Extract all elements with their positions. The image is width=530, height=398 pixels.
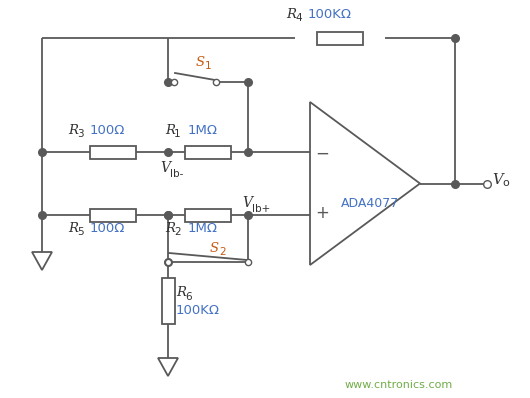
Text: R: R	[165, 123, 175, 137]
Text: V: V	[492, 172, 502, 187]
Text: +: +	[315, 204, 329, 222]
Bar	[162, 278, 174, 324]
Bar	[90, 209, 136, 222]
Text: 1: 1	[174, 129, 181, 139]
Text: 100Ω: 100Ω	[90, 123, 126, 137]
Text: Ib+: Ib+	[252, 204, 270, 214]
Text: R: R	[68, 123, 78, 137]
Text: 4: 4	[295, 13, 302, 23]
Text: 2: 2	[174, 227, 181, 237]
Bar	[317, 31, 363, 45]
Text: 6: 6	[185, 292, 192, 302]
Text: ADA4077: ADA4077	[341, 197, 399, 210]
Text: www.cntronics.com: www.cntronics.com	[345, 380, 453, 390]
Text: 3: 3	[77, 129, 84, 139]
Text: Ib-: Ib-	[170, 169, 183, 179]
Text: V: V	[242, 196, 252, 210]
Text: 2: 2	[219, 247, 226, 257]
Text: 5: 5	[77, 227, 84, 237]
Text: 100KΩ: 100KΩ	[176, 304, 220, 318]
Text: S: S	[196, 55, 205, 68]
Text: 100Ω: 100Ω	[90, 222, 126, 234]
Text: 1MΩ: 1MΩ	[188, 123, 218, 137]
Text: S: S	[210, 242, 219, 254]
Text: o: o	[502, 178, 509, 189]
Text: V: V	[160, 161, 170, 175]
Text: 1MΩ: 1MΩ	[188, 222, 218, 234]
Text: R: R	[286, 8, 296, 21]
Bar	[185, 209, 231, 222]
Text: −: −	[315, 145, 329, 163]
Text: R: R	[165, 222, 175, 234]
Text: 1: 1	[205, 61, 211, 71]
Bar	[185, 146, 231, 158]
Text: R: R	[68, 222, 78, 234]
Text: 100KΩ: 100KΩ	[308, 8, 352, 21]
Bar	[90, 146, 136, 158]
Text: R: R	[176, 287, 186, 300]
